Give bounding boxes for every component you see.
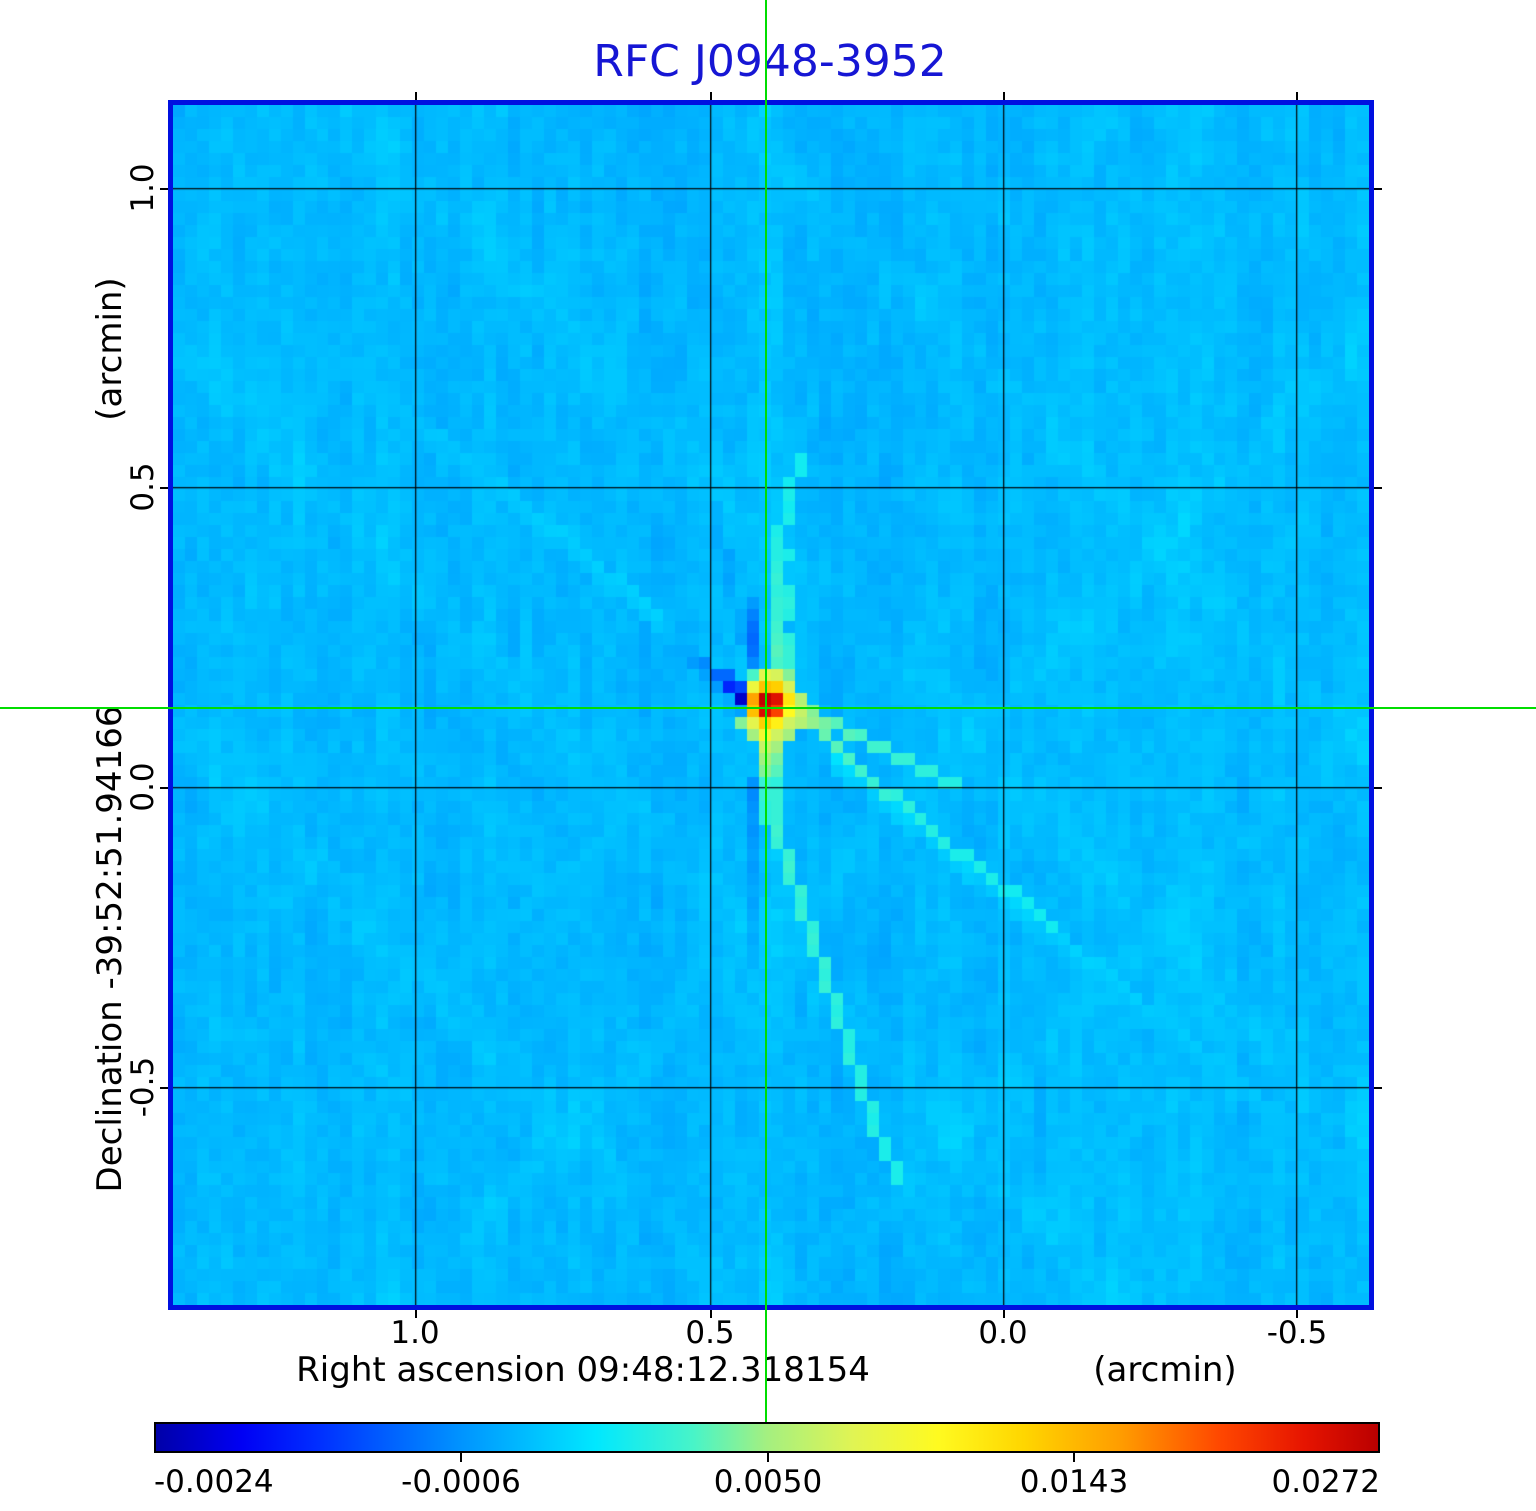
axis-tick: [1374, 787, 1382, 789]
colorbar-label: -0.0006: [401, 1464, 521, 1500]
axis-tick: [160, 188, 168, 190]
y-tick-label: -0.5: [125, 1056, 161, 1118]
colorbar-label: -0.0024: [154, 1464, 274, 1500]
axis-tick: [710, 1310, 712, 1318]
sky-map-frame: [168, 100, 1374, 1310]
x-tick-label: 0.0: [978, 1315, 1028, 1351]
y-tick-label: 0.5: [125, 462, 161, 512]
colorbar: [154, 1422, 1380, 1453]
axis-tick: [1374, 188, 1382, 190]
colorbar-tick: [460, 1453, 462, 1462]
axis-tick: [160, 487, 168, 489]
axis-tick: [1296, 1310, 1298, 1318]
colorbar-tick: [1073, 1453, 1075, 1462]
axis-tick: [1374, 1087, 1382, 1089]
y-axis-unit-label: (arcmin): [90, 277, 130, 421]
x-axis-unit-label: (arcmin): [1093, 1350, 1237, 1390]
axis-tick: [710, 92, 712, 100]
axis-tick: [1003, 1310, 1005, 1318]
colorbar-tick: [767, 1453, 769, 1462]
y-tick-label: 1.0: [125, 163, 161, 213]
crosshair-horizontal-line: [0, 707, 1536, 709]
colorbar-label: 0.0272: [1271, 1464, 1380, 1500]
axis-tick: [160, 787, 168, 789]
axis-tick: [160, 1087, 168, 1089]
axis-tick: [1374, 487, 1382, 489]
axis-tick: [415, 1310, 417, 1318]
sky-map-canvas: [173, 105, 1369, 1305]
crosshair-vertical-line: [765, 0, 767, 1422]
x-tick-label: -0.5: [1266, 1315, 1328, 1351]
x-tick-label: 1.0: [390, 1315, 440, 1351]
x-axis-label: Right ascension 09:48:12.318154: [296, 1350, 870, 1390]
y-tick-label: 0.0: [125, 762, 161, 812]
colorbar-label: 0.0050: [713, 1464, 823, 1500]
figure-title: RFC J0948-3952: [593, 36, 947, 87]
x-tick-label: 0.5: [685, 1315, 735, 1351]
axis-tick: [415, 92, 417, 100]
axis-tick: [1003, 92, 1005, 100]
colorbar-label: 0.0143: [1019, 1464, 1129, 1500]
y-axis-label: Declination -39:52:51.94166: [90, 705, 130, 1193]
axis-tick: [1296, 92, 1298, 100]
